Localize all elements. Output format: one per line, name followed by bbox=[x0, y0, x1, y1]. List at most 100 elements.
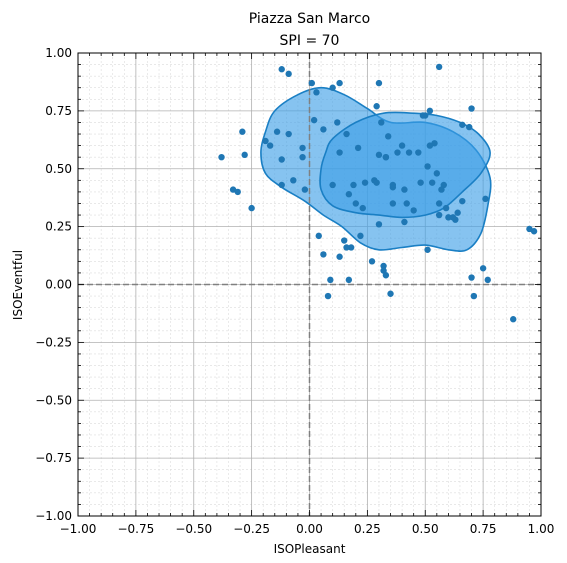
data-point bbox=[435, 211, 443, 219]
data-point bbox=[313, 89, 320, 96]
y-tick-label: 0.50 bbox=[45, 162, 72, 176]
data-point bbox=[278, 66, 285, 73]
y-tick-label: 0.00 bbox=[45, 278, 72, 292]
data-point bbox=[378, 119, 385, 126]
data-point bbox=[484, 276, 491, 284]
data-point bbox=[405, 149, 413, 156]
data-point bbox=[445, 214, 452, 221]
data-point bbox=[419, 112, 427, 119]
data-point bbox=[299, 153, 306, 161]
y-axis-label: ISOEventful bbox=[11, 250, 25, 320]
data-point bbox=[398, 142, 406, 149]
data-point bbox=[428, 179, 436, 186]
data-point bbox=[454, 209, 461, 216]
data-point bbox=[273, 128, 281, 135]
data-point bbox=[266, 142, 274, 149]
data-point bbox=[290, 177, 297, 184]
data-point bbox=[417, 179, 424, 186]
data-point bbox=[459, 197, 466, 205]
data-point bbox=[382, 153, 390, 161]
data-point bbox=[299, 144, 306, 152]
y-tick-label: −1.00 bbox=[35, 509, 72, 523]
data-point bbox=[285, 70, 292, 78]
data-point bbox=[278, 181, 285, 189]
y-tick-label: 1.00 bbox=[45, 46, 72, 60]
data-point bbox=[442, 204, 450, 212]
data-point bbox=[426, 142, 434, 149]
data-point bbox=[354, 144, 362, 152]
data-point bbox=[389, 181, 397, 189]
data-point bbox=[394, 149, 401, 156]
data-point bbox=[343, 130, 350, 138]
data-point bbox=[373, 103, 380, 110]
data-point bbox=[301, 186, 309, 193]
data-point bbox=[482, 195, 489, 203]
x-tick-label: 0.00 bbox=[296, 522, 323, 536]
data-point bbox=[248, 204, 255, 212]
data-point bbox=[278, 156, 285, 163]
y-tick-label: 0.75 bbox=[45, 104, 72, 118]
data-point bbox=[375, 221, 383, 228]
data-point bbox=[426, 107, 434, 115]
data-point bbox=[375, 79, 383, 87]
data-point bbox=[345, 276, 353, 284]
y-tick-label: −0.25 bbox=[35, 335, 72, 349]
data-point bbox=[468, 105, 475, 112]
data-point bbox=[234, 188, 241, 196]
data-point bbox=[218, 153, 225, 161]
chart-title: Piazza San Marco bbox=[249, 11, 371, 27]
data-point bbox=[403, 200, 410, 207]
data-point bbox=[345, 191, 353, 198]
data-point bbox=[361, 179, 369, 186]
data-point bbox=[510, 316, 517, 323]
x-tick-label: 0.50 bbox=[412, 522, 439, 536]
data-point bbox=[352, 200, 359, 207]
data-point bbox=[401, 186, 408, 193]
data-point bbox=[424, 163, 431, 170]
data-point bbox=[368, 258, 376, 265]
data-point bbox=[310, 116, 318, 124]
data-point bbox=[262, 137, 269, 145]
data-point bbox=[336, 253, 343, 260]
y-tick-label: 0.25 bbox=[45, 220, 72, 234]
data-point bbox=[375, 151, 383, 159]
data-point bbox=[373, 179, 380, 186]
data-point bbox=[479, 265, 487, 272]
data-point bbox=[350, 181, 357, 189]
data-point bbox=[347, 244, 355, 251]
data-point bbox=[241, 151, 248, 159]
data-point bbox=[459, 121, 466, 128]
plot-area: −1.00 −0.75 −0.50 −0.25 0.00 0.25 0.50 0.75 1.00… bbox=[35, 46, 554, 536]
x-tick-label: −0.75 bbox=[117, 522, 154, 536]
data-point bbox=[239, 128, 246, 135]
data-point bbox=[329, 84, 336, 91]
data-point bbox=[357, 232, 364, 240]
data-point bbox=[329, 181, 336, 189]
data-point bbox=[320, 251, 327, 258]
y-tick-label: −0.50 bbox=[35, 393, 72, 407]
data-point bbox=[315, 232, 322, 240]
data-point bbox=[336, 149, 343, 156]
density-region-inner bbox=[319, 111, 491, 219]
data-point bbox=[324, 292, 332, 300]
data-point bbox=[320, 126, 327, 133]
data-point bbox=[285, 130, 292, 138]
data-point bbox=[468, 274, 475, 281]
data-point bbox=[401, 218, 408, 226]
x-axis-label: ISOPleasant bbox=[274, 542, 346, 556]
data-point bbox=[385, 133, 392, 140]
data-point bbox=[334, 119, 341, 126]
data-point bbox=[424, 246, 431, 253]
data-point bbox=[343, 244, 350, 251]
data-point bbox=[470, 292, 478, 300]
x-tick-label: 1.00 bbox=[528, 522, 555, 536]
data-point bbox=[435, 200, 443, 207]
data-point bbox=[415, 149, 422, 156]
data-point bbox=[389, 200, 397, 207]
data-point bbox=[438, 186, 445, 193]
data-point bbox=[387, 290, 394, 297]
data-point bbox=[359, 204, 366, 212]
data-point bbox=[433, 170, 441, 177]
